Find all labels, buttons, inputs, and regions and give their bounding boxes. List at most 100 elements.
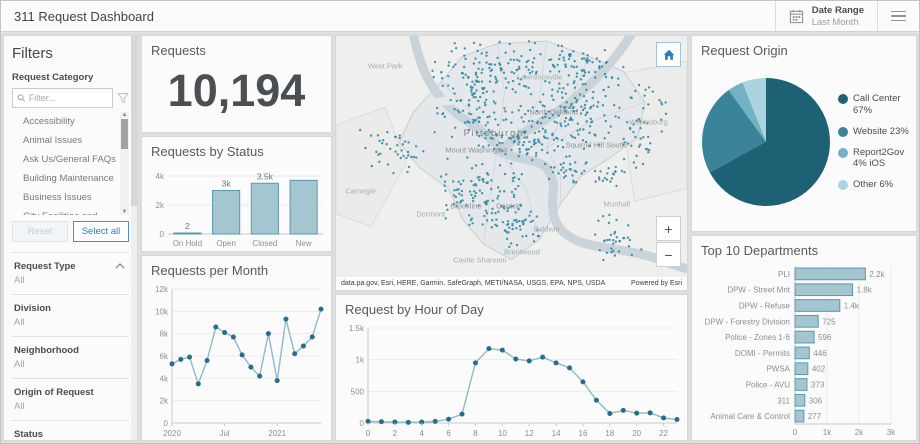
svg-text:22: 22 bbox=[659, 429, 668, 438]
filter-neighborhood[interactable]: Neighborhood All bbox=[12, 336, 129, 378]
zoom-out-button[interactable]: − bbox=[656, 242, 681, 267]
svg-text:PLI: PLI bbox=[778, 270, 790, 279]
map-canvas[interactable]: West Park Lawrenceville North Oakland Pitts… bbox=[336, 36, 687, 290]
svg-text:New: New bbox=[296, 239, 312, 248]
home-icon bbox=[663, 49, 674, 60]
map-panel: West Park Lawrenceville North Oakland Pitts… bbox=[335, 35, 688, 291]
svg-text:14: 14 bbox=[552, 429, 561, 438]
request-origin-panel: Request Origin Call Center 67% Website 23… bbox=[691, 35, 917, 232]
filter-division[interactable]: Division All bbox=[12, 294, 129, 336]
category-option[interactable]: Ask Us/General FAQs bbox=[23, 154, 116, 165]
legend-item: Other 6% bbox=[838, 179, 912, 191]
svg-text:On Hold: On Hold bbox=[173, 239, 202, 248]
svg-text:725: 725 bbox=[822, 317, 836, 326]
filter-status[interactable]: Status All bbox=[12, 420, 129, 440]
svg-text:Animal Care & Control: Animal Care & Control bbox=[710, 412, 790, 421]
svg-text:1.8k: 1.8k bbox=[857, 286, 873, 295]
hamburger-icon bbox=[891, 10, 906, 13]
scroll-up-icon[interactable]: ▲ bbox=[121, 112, 128, 118]
legend-item: Call Center 67% bbox=[838, 93, 912, 117]
svg-text:2k: 2k bbox=[156, 201, 165, 210]
category-filter-input[interactable] bbox=[28, 93, 108, 103]
svg-text:2.2k: 2.2k bbox=[869, 270, 885, 279]
top-departments-panel: Top 10 Departments 0 1k 2k 3k PLI 2.2k DPW - S… bbox=[691, 235, 917, 441]
request-by-hour-panel: Request by Hour of Day 0 500 1k 1.5k 0 2 4 6 8 10… bbox=[335, 294, 688, 441]
svg-text:2: 2 bbox=[393, 429, 398, 438]
home-button[interactable] bbox=[656, 42, 681, 67]
filters-panel: Filters Request Category Acce bbox=[3, 35, 138, 441]
category-option[interactable]: Accessibility bbox=[23, 116, 75, 127]
scroll-down-icon[interactable]: ▼ bbox=[121, 209, 128, 215]
requests-per-month-panel: Requests per Month 0 2k 4k 6k 8k 10k 12k 2020 Ju… bbox=[141, 255, 332, 441]
legend-swatch-icon bbox=[838, 126, 848, 137]
zoom-in-button[interactable]: + bbox=[656, 216, 681, 241]
category-search[interactable] bbox=[12, 88, 113, 108]
svg-text:1k: 1k bbox=[356, 356, 365, 365]
request-origin-legend: Call Center 67% Website 23% Report2Gov 4% … bbox=[838, 93, 912, 191]
category-option[interactable]: City Facilities and Infrastructure bbox=[12, 207, 129, 215]
scrollbar-thumb[interactable] bbox=[121, 119, 128, 149]
menu-button[interactable] bbox=[877, 1, 919, 31]
header: 311 Request Dashboard Date Range Last Mo… bbox=[1, 1, 919, 32]
svg-text:1.4k: 1.4k bbox=[844, 302, 860, 311]
top-departments-chart[interactable]: 0 1k 2k 3k PLI 2.2k DPW - Street Mnt 1.8k DPW - … bbox=[692, 261, 916, 440]
date-range-selector[interactable]: Date Range Last Month bbox=[774, 1, 877, 31]
svg-text:311: 311 bbox=[777, 396, 790, 405]
category-option-list: Accessibility Animal Issues Ask Us/Gener… bbox=[12, 112, 129, 215]
right-column: Request Origin Call Center 67% Website 23… bbox=[691, 35, 917, 441]
category-option[interactable]: Business Issues bbox=[23, 192, 92, 203]
svg-text:1.5k: 1.5k bbox=[349, 324, 365, 333]
svg-text:596: 596 bbox=[818, 333, 832, 342]
svg-text:Police - Zones 1-6: Police - Zones 1-6 bbox=[725, 333, 790, 342]
svg-text:3.5k: 3.5k bbox=[257, 171, 274, 181]
svg-text:8k: 8k bbox=[160, 330, 169, 339]
legend-swatch-icon bbox=[838, 93, 848, 104]
request-origin-pie[interactable] bbox=[702, 78, 830, 206]
svg-text:1k: 1k bbox=[823, 428, 832, 437]
legend-item: Website 23% bbox=[838, 126, 912, 138]
svg-text:Closed: Closed bbox=[252, 239, 277, 248]
svg-text:306: 306 bbox=[809, 396, 823, 405]
request-by-hour-title: Request by Hour of Day bbox=[345, 302, 484, 317]
filter-request-type[interactable]: Request Type All bbox=[12, 252, 129, 294]
svg-text:0: 0 bbox=[793, 428, 798, 437]
svg-text:3k: 3k bbox=[887, 428, 896, 437]
svg-text:2k: 2k bbox=[160, 397, 169, 406]
category-list-scrollbar[interactable]: ▲ ▼ bbox=[120, 112, 129, 215]
svg-text:16: 16 bbox=[579, 429, 588, 438]
svg-text:12: 12 bbox=[525, 429, 534, 438]
svg-text:10: 10 bbox=[498, 429, 507, 438]
svg-text:12k: 12k bbox=[155, 285, 169, 294]
svg-text:Jul: Jul bbox=[219, 429, 229, 438]
svg-text:500: 500 bbox=[351, 387, 365, 396]
svg-text:DPW - Street Mnt: DPW - Street Mnt bbox=[727, 286, 790, 295]
svg-text:2: 2 bbox=[185, 221, 190, 231]
svg-text:20: 20 bbox=[632, 429, 641, 438]
category-option[interactable]: Building Maintenance bbox=[23, 173, 114, 184]
reset-button[interactable]: Reset bbox=[12, 221, 68, 242]
select-all-button[interactable]: Select all bbox=[73, 221, 129, 242]
svg-text:PWSA: PWSA bbox=[766, 365, 790, 374]
requests-by-status-title: Requests by Status bbox=[151, 144, 264, 159]
requests-per-month-chart[interactable]: 0 2k 4k 6k 8k 10k 12k 2020 Jul 2021 bbox=[142, 281, 331, 440]
filter-origin-of-request[interactable]: Origin of Request All bbox=[12, 378, 129, 420]
requests-by-status-chart[interactable]: 0 2k 4k 2 On Hold 3k Open 3.5k Closed New bbox=[142, 162, 331, 251]
filters-scrollbar[interactable] bbox=[131, 36, 137, 440]
svg-text:0: 0 bbox=[164, 419, 169, 428]
attribution-sources: data.pa.gov, Esri, HERE, Garmin, SafeGra… bbox=[341, 280, 606, 287]
requests-per-month-title: Requests per Month bbox=[151, 263, 269, 278]
svg-text:DPW - Refuse: DPW - Refuse bbox=[739, 302, 791, 311]
request-origin-title: Request Origin bbox=[701, 43, 788, 58]
legend-swatch-icon bbox=[838, 147, 848, 158]
chevron-up-icon bbox=[115, 263, 125, 269]
request-by-hour-chart[interactable]: 0 500 1k 1.5k 0 2 4 6 8 10 12 14 16 18 20 22 bbox=[336, 320, 687, 440]
svg-text:2020: 2020 bbox=[163, 429, 181, 438]
filters-title: Filters bbox=[12, 45, 53, 62]
calendar-icon bbox=[789, 9, 803, 23]
svg-text:10k: 10k bbox=[155, 307, 169, 316]
svg-text:DOMI - Permits: DOMI - Permits bbox=[735, 349, 790, 358]
filter-funnel-icon[interactable] bbox=[117, 92, 129, 104]
category-option[interactable]: Animal Issues bbox=[23, 135, 83, 146]
top-departments-title: Top 10 Departments bbox=[701, 243, 819, 258]
